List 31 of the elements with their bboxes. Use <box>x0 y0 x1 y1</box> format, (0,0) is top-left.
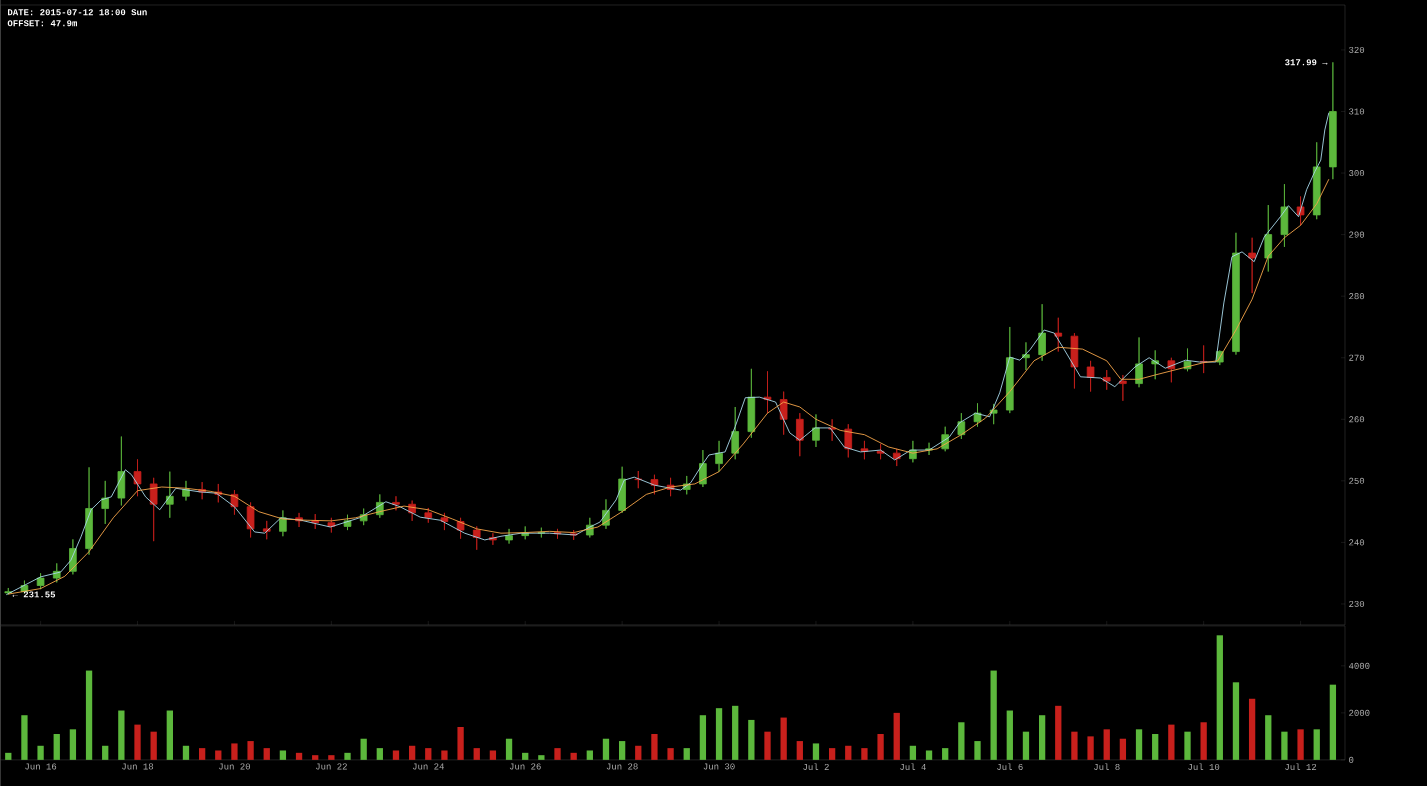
annotation: OFFSET: 47.9m <box>7 20 77 27</box>
x-tick-label: Jun 18 <box>122 763 154 770</box>
y-tick-label: 260 <box>1349 416 1365 423</box>
x-tick-label: Jun 16 <box>25 763 57 770</box>
y-tick-label: 4000 <box>1348 662 1370 669</box>
x-tick-label: Jun 24 <box>412 763 444 770</box>
annotation: DATE: 2015-07-12 18:00 Sun <box>8 9 147 16</box>
x-tick-label: Jul 10 <box>1188 763 1220 771</box>
x-tick-label: Jun 26 <box>509 763 541 770</box>
x-tick-label: Jul 2 <box>803 763 829 771</box>
y-tick-label: 290 <box>1349 231 1365 238</box>
y-tick-label: 280 <box>1349 293 1365 300</box>
x-tick-label: Jul 12 <box>1285 763 1317 771</box>
x-tick-label: Jul 8 <box>1094 763 1120 771</box>
x-tick-label: Jun 22 <box>315 763 347 770</box>
y-tick-label: 230 <box>1349 600 1365 608</box>
y-tick-label: 270 <box>1349 354 1365 361</box>
x-tick-label: Jun 30 <box>703 763 735 770</box>
annotation: ← 231.55 <box>12 591 56 598</box>
y-tick-label: 2000 <box>1349 709 1370 716</box>
x-tick-label: Jun 20 <box>219 763 251 770</box>
y-tick-label: 310 <box>1349 108 1365 115</box>
y-tick-label: 0 <box>1349 756 1354 763</box>
y-tick-label: 240 <box>1349 539 1365 546</box>
y-tick-label: 320 <box>1349 46 1365 54</box>
annotation: 317.99 → <box>1285 59 1328 66</box>
x-tick-label: Jul 6 <box>997 763 1023 771</box>
y-tick-label: 300 <box>1349 170 1365 177</box>
y-tick-label: 250 <box>1349 477 1365 484</box>
x-tick-label: Jun 28 <box>606 763 638 770</box>
x-tick-label: Jul 4 <box>900 763 926 771</box>
